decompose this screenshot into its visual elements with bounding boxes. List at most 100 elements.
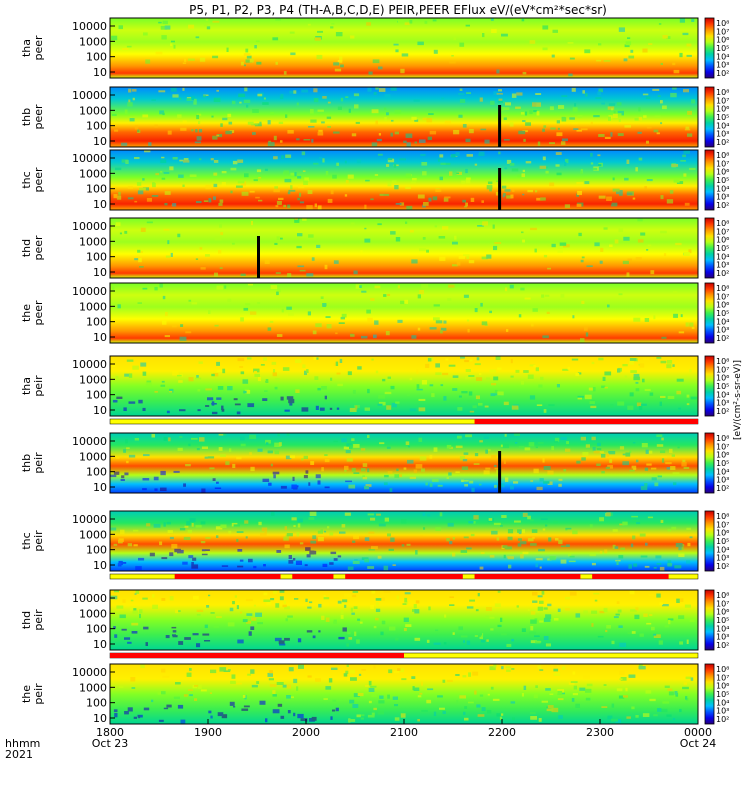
- x-tick-label: 2300: [586, 726, 614, 739]
- spectrogram-panel-a-peer: 10000 1000 100 10 tha peer 10⁸10⁷10⁶10⁵10⁴10³1…: [20, 17, 729, 79]
- spectrogram-texture: [111, 87, 696, 147]
- panel-label: thb peir: [20, 452, 45, 474]
- colorbar-tick-label: 10⁶: [716, 236, 729, 245]
- colorbar-tick-label: 10⁶: [716, 608, 729, 617]
- spectrogram-texture: [115, 218, 692, 278]
- spectrogram-texture: [113, 664, 694, 724]
- data-gap-spike: [498, 451, 502, 493]
- x-corner-label: hhmm: [5, 737, 40, 750]
- colorbar-tick-label: 10⁶: [716, 105, 729, 114]
- colorbar-tick-label: 10⁴: [716, 467, 729, 476]
- colorbar-tick-label: 10²: [716, 334, 729, 343]
- x-corner-sublabel: 2021: [5, 748, 33, 761]
- y-tick-label: 1000: [79, 373, 107, 386]
- svg-text:peir: peir: [32, 530, 45, 552]
- colorbar-tick-label: 10⁸: [716, 512, 729, 521]
- colorbar-tick-label: 10⁶: [716, 451, 729, 460]
- y-tick-label: 10: [93, 559, 107, 572]
- panel-frame: [109, 589, 699, 651]
- x-tick-sublabel: Oct 24: [680, 737, 717, 750]
- mode-status-bar: [109, 573, 699, 580]
- svg-text:the: the: [20, 304, 33, 322]
- panel-frame: [109, 86, 699, 148]
- spectrogram-texture: [111, 356, 697, 415]
- svg-text:thb: thb: [20, 454, 33, 472]
- figure-title: P5, P1, P2, P3, P4 (TH-A,B,C,D,E) PEIR,P…: [189, 3, 607, 17]
- mode-status-bar: [109, 418, 699, 425]
- spectrogram-panel-b-peer: 10000 1000 100 10 thb peer 10⁸10⁷10⁶10⁵10⁴10³1…: [20, 86, 729, 148]
- colorbar-tick-label: 10⁸: [716, 19, 729, 28]
- y-tick-label: 1000: [79, 450, 107, 463]
- y-tick-label: 10: [93, 135, 107, 148]
- colorbar-tick-label: 10⁷: [716, 227, 729, 236]
- y-tick-label: 10: [93, 331, 107, 344]
- colorbar-tick-label: 10³: [716, 326, 729, 335]
- svg-text:thc: thc: [20, 171, 33, 188]
- panel-frame: [109, 282, 699, 344]
- data-gap-spike: [498, 168, 502, 210]
- colorbar-tick-label: 10⁸: [716, 665, 729, 674]
- spectrogram-texture: [110, 590, 695, 648]
- panel-frame: [109, 355, 699, 417]
- panel-frame: [109, 217, 699, 279]
- panel-frame: [109, 432, 699, 494]
- colorbar-tick-label: 10⁸: [716, 88, 729, 97]
- data-gap-spike: [257, 236, 260, 278]
- y-tick-label: 100: [86, 51, 107, 64]
- spectrogram-panel-c-peer: 10000 1000 100 10 thc peer 10⁸10⁷10⁶10⁵10⁴10³1…: [20, 149, 729, 211]
- svg-text:peer: peer: [32, 235, 45, 261]
- colorbar-tick-label: 10⁷: [716, 365, 729, 374]
- y-tick-label: 100: [86, 623, 107, 636]
- colorbar-tick-label: 10³: [716, 399, 729, 408]
- spectrogram-panel-e-peer: 10000 1000 100 10 the peer 10⁸10⁷10⁶10⁵10⁴10³1…: [20, 282, 729, 344]
- colorbar-tick-label: 10⁶: [716, 36, 729, 45]
- colorbar-tick-label: 10²: [716, 138, 729, 147]
- colorbar-tick-label: 10³: [716, 261, 729, 270]
- y-tick-label: 1000: [79, 681, 107, 694]
- y-tick-label: 10000: [72, 513, 107, 526]
- spectrogram-panel-b-peir: 10000 1000 100 10 thb peir 10⁸10⁷10⁶10⁵10⁴10³1…: [20, 432, 729, 494]
- y-tick-label: 10: [93, 266, 107, 279]
- y-tick-label: 1000: [79, 607, 107, 620]
- colorbar-tick-label: 10⁶: [716, 374, 729, 383]
- y-tick-label: 100: [86, 316, 107, 329]
- y-tick-label: 10: [93, 66, 107, 79]
- colorbar-tick-label: 10⁴: [716, 121, 729, 130]
- colorbar-tick-label: 10²: [716, 407, 729, 416]
- colorbar-tick-label: 10⁶: [716, 682, 729, 691]
- panel-label: tha peir: [20, 375, 45, 397]
- colorbar-tick-label: 10⁵: [716, 537, 729, 546]
- colorbar-tick-label: 10²: [716, 641, 729, 650]
- colorbar-tick-label: 10⁷: [716, 673, 729, 682]
- colorbar-tick-label: 10⁷: [716, 599, 729, 608]
- svg-text:tha: tha: [20, 377, 33, 395]
- y-tick-label: 10: [93, 481, 107, 494]
- spectrogram-image: [110, 218, 698, 278]
- colorbar-tick-label: 10⁶: [716, 168, 729, 177]
- y-tick-label: 10: [93, 404, 107, 417]
- colorbar-tick-label: 10⁶: [716, 301, 729, 310]
- y-tick-label: 10000: [72, 152, 107, 165]
- svg-text:peer: peer: [32, 104, 45, 130]
- colorbar-tick-label: 10³: [716, 193, 729, 202]
- panel-label: thd peir: [20, 609, 45, 631]
- svg-text:thb: thb: [20, 108, 33, 126]
- panel-label: thb peer: [20, 104, 45, 130]
- colorbar-tick-label: 10⁵: [716, 176, 729, 185]
- colorbar-tick-label: 10⁷: [716, 442, 729, 451]
- y-tick-label: 10000: [72, 358, 107, 371]
- y-tick-label: 100: [86, 120, 107, 133]
- colorbar-tick-label: 10⁴: [716, 624, 729, 633]
- colorbar-tick-label: 10³: [716, 130, 729, 139]
- y-tick-label: 10: [93, 638, 107, 651]
- x-tick-label: 2000: [292, 726, 320, 739]
